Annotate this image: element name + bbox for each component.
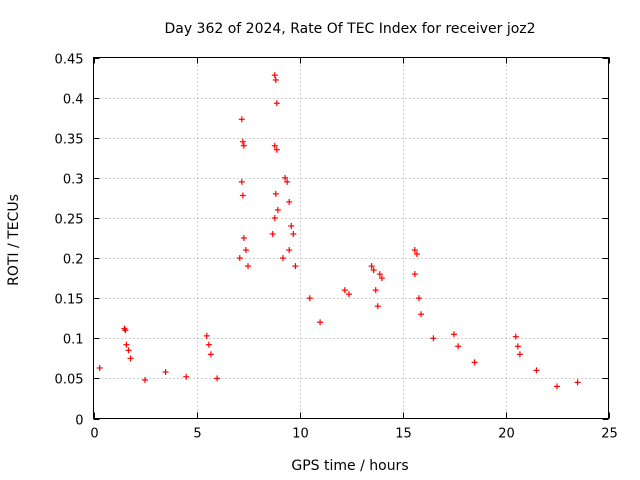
data-point	[411, 247, 418, 254]
data-point	[142, 376, 148, 383]
y-axis-title: ROTI / TECUs	[6, 194, 22, 286]
data-point	[341, 287, 348, 294]
data-point	[286, 247, 293, 254]
x-tick-label: 25	[601, 427, 618, 442]
data-point	[96, 364, 103, 371]
data-point	[162, 368, 169, 375]
y-tick-label: 0.2	[63, 253, 84, 268]
data-point	[284, 178, 291, 185]
data-point	[125, 347, 132, 354]
data-point	[292, 263, 299, 270]
data-point	[205, 341, 212, 348]
data-point	[207, 351, 214, 358]
y-tick-label: 0.05	[55, 373, 84, 388]
axis-ticks: 0 0.05 0.1 0.15 0.2 0.25 0.3 0.35 0.4 0.45 0 5 10 15 2…	[55, 53, 618, 442]
data-point	[451, 331, 457, 338]
data-point	[236, 255, 243, 262]
y-tick-label: 0.4	[63, 93, 84, 108]
data-point	[238, 116, 245, 123]
data-point	[345, 291, 352, 298]
data-point	[374, 303, 381, 310]
data-point	[272, 190, 279, 197]
data-point	[516, 351, 523, 358]
data-point	[271, 142, 278, 149]
y-tick-label: 0.15	[55, 293, 84, 308]
plot-frame	[93, 57, 609, 419]
data-point	[430, 335, 437, 342]
data-point	[127, 355, 134, 362]
data-point	[413, 251, 420, 258]
data-point	[290, 230, 297, 237]
data-point	[240, 235, 247, 241]
data-point	[271, 72, 278, 79]
x-tick-label: 10	[292, 427, 309, 442]
x-axis-title: GPS time / hours	[291, 458, 408, 474]
data-point	[280, 255, 287, 262]
x-tick-label: 0	[90, 427, 98, 442]
data-point	[306, 295, 313, 302]
data-point	[512, 333, 519, 340]
y-tick-label: 0.35	[55, 133, 84, 148]
data-point	[239, 192, 246, 199]
y-tick-label: 0.1	[63, 333, 84, 348]
data-point	[415, 295, 422, 302]
data-point	[574, 379, 581, 386]
data-point	[183, 373, 190, 380]
data-point	[378, 275, 385, 282]
data-point	[418, 311, 425, 318]
data-point	[455, 343, 462, 350]
data-point	[245, 263, 251, 270]
data-point	[376, 271, 383, 278]
y-tick-label: 0.25	[55, 213, 84, 228]
data-point	[238, 178, 245, 185]
data-point	[554, 383, 560, 390]
data-point	[514, 343, 521, 350]
y-tick-label: 0.3	[63, 173, 84, 188]
data-point	[273, 146, 280, 153]
data-point	[411, 271, 418, 278]
chart-title: Day 362 of 2024, Rate Of TEC Index for r…	[164, 21, 535, 37]
data-point	[123, 341, 130, 348]
data-point	[214, 375, 221, 382]
data-point	[370, 267, 377, 274]
data-points	[96, 72, 581, 390]
data-point	[288, 222, 295, 229]
data-point	[273, 100, 280, 107]
data-point	[269, 230, 276, 237]
data-point	[240, 142, 247, 149]
data-point	[372, 287, 379, 294]
data-point	[286, 198, 293, 205]
y-tick-label: 0.45	[55, 53, 84, 68]
data-point	[533, 367, 540, 374]
data-point	[368, 263, 375, 270]
data-point	[317, 319, 324, 326]
y-tick-label: 0	[75, 414, 83, 429]
data-point	[274, 206, 281, 213]
x-tick-label: 5	[193, 427, 201, 442]
data-point	[471, 359, 478, 366]
data-point	[271, 214, 278, 221]
x-tick-label: 15	[395, 427, 412, 442]
data-point	[282, 174, 289, 181]
data-point	[239, 138, 246, 145]
x-tick-label: 20	[498, 427, 515, 442]
data-point	[203, 332, 210, 339]
data-point	[242, 247, 249, 254]
grid-lines	[93, 57, 609, 419]
data-point	[122, 327, 129, 334]
data-point	[272, 76, 279, 83]
